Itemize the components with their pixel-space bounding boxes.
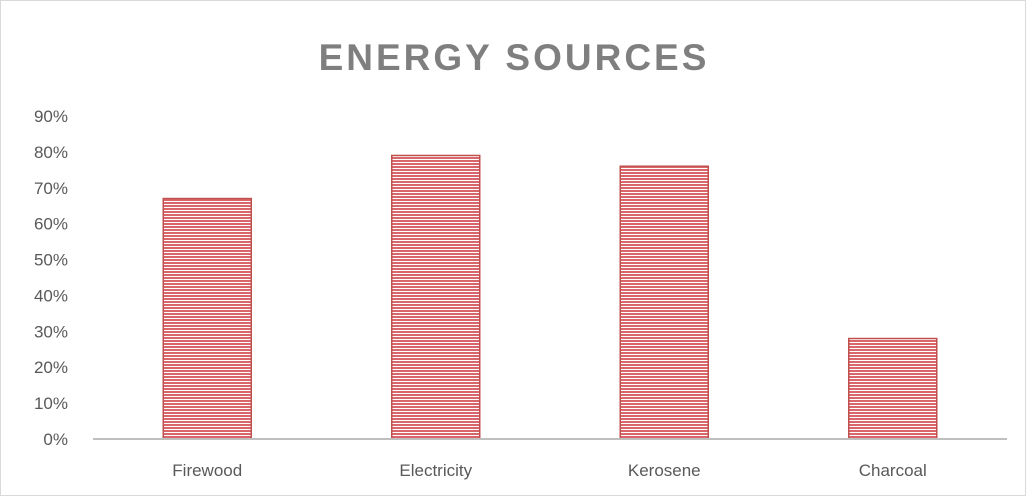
y-axis-ticks: 0% 10% 20% 30% 40% 50% 60% 70% 80% 90% [34, 107, 68, 449]
y-tick-label: 0% [43, 430, 68, 449]
x-tick-label-charcoal: Charcoal [859, 461, 927, 480]
y-tick-label: 70% [34, 179, 68, 198]
y-tick-label: 80% [34, 143, 68, 162]
chart-title: ENERGY SOURCES [318, 37, 710, 78]
bar-kerosene [619, 165, 709, 440]
y-tick-label: 50% [34, 251, 68, 270]
bar-charcoal [848, 337, 938, 440]
y-tick-label: 30% [34, 322, 68, 341]
bars [162, 154, 938, 440]
x-axis-labels: Firewood Electricity Kerosene Charcoal [172, 461, 926, 480]
y-tick-label: 10% [34, 394, 68, 413]
bar-electricity [391, 154, 481, 440]
x-tick-label-kerosene: Kerosene [628, 461, 701, 480]
x-tick-label-firewood: Firewood [172, 461, 242, 480]
y-tick-label: 90% [34, 107, 68, 126]
y-tick-label: 60% [34, 215, 68, 234]
y-tick-label: 20% [34, 358, 68, 377]
bar-firewood [162, 197, 252, 440]
x-tick-label-electricity: Electricity [399, 461, 472, 480]
y-tick-label: 40% [34, 286, 68, 305]
